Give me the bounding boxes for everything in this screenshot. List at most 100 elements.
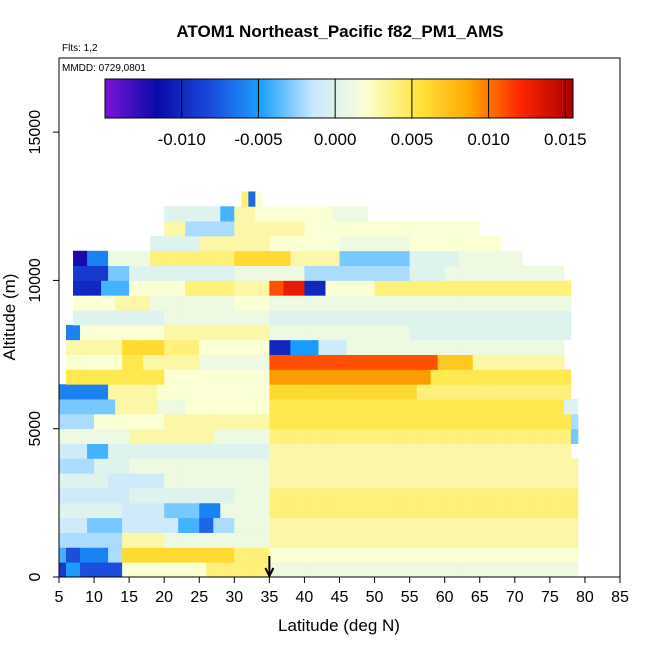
- heatmap-cell: [101, 458, 109, 474]
- heatmap-cell: [241, 562, 249, 578]
- heatmap-cell: [311, 517, 319, 533]
- heatmap-cell: [206, 399, 214, 415]
- heatmap-cell: [346, 562, 354, 578]
- heatmap-cell: [423, 250, 432, 266]
- heatmap-cell: [479, 250, 488, 266]
- heatmap-cell: [192, 428, 200, 444]
- heatmap-cell: [269, 413, 277, 430]
- heatmap-cell: [395, 310, 404, 326]
- heatmap-cell: [542, 488, 551, 504]
- heatmap-cell: [115, 280, 123, 296]
- heatmap-cell: [535, 295, 544, 311]
- heatmap-cell: [122, 413, 130, 430]
- heatmap-cell: [395, 235, 404, 252]
- y-tick-label: 15000: [27, 110, 44, 155]
- heatmap-cell: [395, 295, 404, 311]
- heatmap-cell: [311, 280, 319, 296]
- heatmap-cell: [143, 473, 151, 489]
- heatmap-cell: [521, 399, 530, 415]
- heatmap-cell: [346, 413, 354, 430]
- heatmap-cell: [164, 310, 172, 326]
- heatmap-cell: [227, 502, 235, 519]
- heatmap-cell: [66, 547, 74, 563]
- heatmap-cell: [192, 339, 200, 355]
- heatmap-cell: [227, 399, 235, 415]
- heatmap-cell: [157, 428, 165, 444]
- heatmap-cell: [346, 280, 354, 296]
- heatmap-cell: [262, 547, 270, 563]
- heatmap-cell: [402, 443, 411, 459]
- heatmap-cell: [458, 295, 467, 311]
- heatmap-cell: [535, 488, 544, 504]
- heatmap-cell: [409, 354, 418, 370]
- heatmap-cell: [115, 443, 123, 459]
- heatmap-cell: [157, 324, 165, 341]
- heatmap-cell: [73, 369, 81, 385]
- heatmap-cell: [101, 428, 109, 444]
- heatmap-cell: [122, 369, 130, 385]
- heatmap-cell: [388, 547, 396, 563]
- heatmap-cell: [101, 502, 109, 519]
- heatmap-cell: [87, 413, 95, 430]
- heatmap-cell: [80, 339, 88, 355]
- heatmap-cell: [444, 517, 453, 533]
- heatmap-cell: [192, 265, 200, 281]
- heatmap-cell: [73, 532, 81, 548]
- heatmap-cell: [122, 443, 130, 459]
- heatmap-cell: [178, 488, 186, 504]
- heatmap-cell: [164, 324, 172, 341]
- heatmap-cell: [472, 265, 481, 281]
- heatmap-cell: [192, 517, 200, 533]
- heatmap-cell: [178, 547, 186, 563]
- heatmap-cell: [318, 206, 326, 222]
- heatmap-cell: [122, 310, 130, 326]
- heatmap-cell: [395, 369, 404, 385]
- heatmap-cell: [248, 265, 256, 281]
- heatmap-cell: [290, 250, 298, 266]
- heatmap-cell: [283, 517, 291, 533]
- heatmap-cell: [416, 532, 425, 548]
- heatmap-cell: [199, 428, 207, 444]
- heatmap-cell: [493, 502, 502, 519]
- heatmap-cell: [332, 502, 340, 519]
- heatmap-cell: [206, 369, 214, 385]
- heatmap-cell: [346, 265, 354, 281]
- heatmap-cell: [269, 235, 277, 252]
- heatmap-cell: [213, 428, 221, 444]
- heatmap-cell: [360, 339, 368, 355]
- heatmap-cell: [318, 488, 326, 504]
- heatmap-cell: [255, 443, 263, 459]
- heatmap-cell: [416, 488, 425, 504]
- heatmap-cell: [500, 488, 509, 504]
- heatmap-cell: [402, 250, 411, 266]
- heatmap-cell: [241, 458, 249, 474]
- heatmap-cell: [325, 250, 333, 266]
- heatmap-cell: [290, 473, 298, 489]
- heatmap-cell: [129, 250, 137, 266]
- heatmap-cell: [374, 547, 382, 563]
- heatmap-cell: [388, 265, 396, 281]
- heatmap-cell: [528, 517, 537, 533]
- heatmap-cell: [290, 295, 298, 311]
- heatmap-cell: [367, 295, 375, 311]
- heatmap-cell: [220, 473, 228, 489]
- heatmap-cell: [80, 413, 88, 430]
- heatmap-cell: [248, 399, 256, 415]
- heatmap-cell: [388, 458, 396, 474]
- heatmap-cell: [66, 413, 74, 430]
- heatmap-cell: [521, 488, 530, 504]
- heatmap-cell: [437, 532, 446, 548]
- heatmap-cell: [374, 384, 382, 400]
- heatmap-cell: [136, 413, 144, 430]
- heatmap-cell: [353, 399, 361, 415]
- heatmap-cell: [458, 532, 467, 548]
- heatmap-cell: [451, 324, 460, 341]
- heatmap-cell: [66, 339, 74, 355]
- colorbar-tick-label: -0.005: [234, 130, 282, 149]
- heatmap-cell: [479, 532, 488, 548]
- heatmap-cell: [101, 547, 109, 563]
- heatmap-cell: [374, 324, 382, 341]
- heatmap-cell: [409, 399, 418, 415]
- heatmap-cell: [332, 428, 340, 444]
- heatmap-cell: [486, 265, 495, 281]
